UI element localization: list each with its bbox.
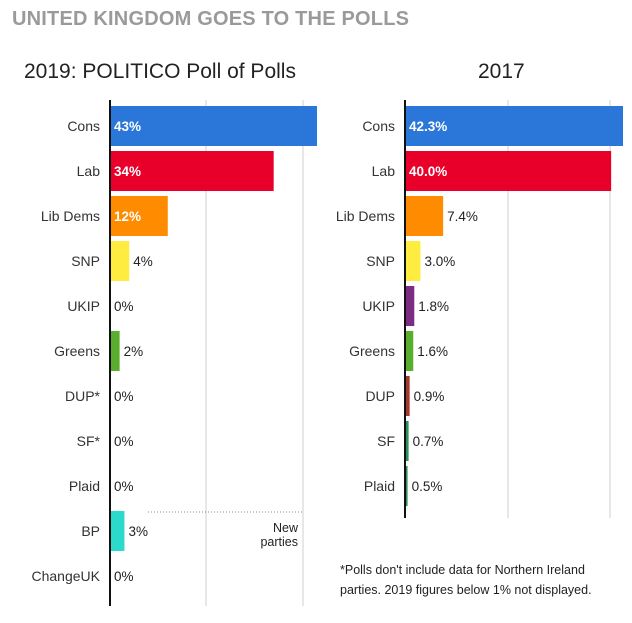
bar-2019-greens bbox=[110, 331, 120, 371]
category-label-2017-sf: SF bbox=[377, 433, 395, 449]
bar-2017-dup bbox=[405, 376, 410, 416]
value-label-2017-dup: 0.9% bbox=[414, 389, 445, 404]
category-label-2017-dup: DUP bbox=[365, 388, 395, 404]
value-label-2019-changeuk: 0% bbox=[114, 569, 134, 584]
value-label-2019-snp: 4% bbox=[133, 254, 153, 269]
bar-2019-bp bbox=[110, 511, 125, 551]
bar-2017-cons bbox=[405, 106, 623, 146]
category-label-2019-cons: Cons bbox=[67, 118, 100, 134]
category-label-2017-snp: SNP bbox=[366, 253, 395, 269]
category-label-2019-lib-dems: Lib Dems bbox=[41, 208, 100, 224]
category-label-2019-lab: Lab bbox=[77, 163, 101, 179]
category-label-2019-greens: Greens bbox=[54, 343, 100, 359]
category-label-2017-lib-dems: Lib Dems bbox=[336, 208, 395, 224]
category-label-2019-sf: SF* bbox=[77, 433, 101, 449]
value-label-2019-lab: 34% bbox=[114, 164, 141, 179]
category-label-2019-ukip: UKIP bbox=[67, 298, 100, 314]
footnote: *Polls don't include data for Northern I… bbox=[340, 563, 592, 597]
category-label-2017-plaid: Plaid bbox=[364, 478, 395, 494]
bar-2017-sf bbox=[405, 421, 409, 461]
category-label-2019-plaid: Plaid bbox=[69, 478, 100, 494]
category-label-2017-lab: Lab bbox=[372, 163, 396, 179]
category-label-2019-changeuk: ChangeUK bbox=[32, 568, 101, 584]
value-label-2019-bp: 3% bbox=[128, 524, 148, 539]
bar-2017-plaid bbox=[405, 466, 408, 506]
page-title: UNITED KINGDOM GOES TO THE POLLS bbox=[12, 8, 410, 30]
value-label-2019-lib-dems: 12% bbox=[114, 209, 141, 224]
value-label-2019-greens: 2% bbox=[124, 344, 144, 359]
category-label-2017-cons: Cons bbox=[362, 118, 395, 134]
value-label-2017-lab: 40.0% bbox=[409, 164, 447, 179]
category-label-2019-bp: BP bbox=[81, 523, 100, 539]
bar-2017-lab bbox=[405, 151, 612, 191]
bar-2017-ukip bbox=[405, 286, 415, 326]
value-label-2019-sf: 0% bbox=[114, 434, 134, 449]
bar-2019-lib-dems bbox=[110, 196, 168, 236]
value-label-2017-lib-dems: 7.4% bbox=[447, 209, 478, 224]
value-label-2017-snp: 3.0% bbox=[424, 254, 455, 269]
category-label-2019-dup: DUP* bbox=[65, 388, 101, 404]
category-label-2019-snp: SNP bbox=[71, 253, 100, 269]
value-label-2017-cons: 42.3% bbox=[409, 119, 447, 134]
value-label-2017-sf: 0.7% bbox=[413, 434, 444, 449]
value-label-2017-ukip: 1.8% bbox=[418, 299, 449, 314]
bar-2019-cons bbox=[110, 106, 317, 146]
chart-title-2019: 2019: POLITICO Poll of Polls bbox=[24, 60, 296, 83]
bar-2019-snp bbox=[110, 241, 130, 281]
bar-2019-lab bbox=[110, 151, 274, 191]
value-label-2019-cons: 43% bbox=[114, 119, 141, 134]
chart-title-2017: 2017 bbox=[478, 60, 525, 83]
category-label-2017-greens: Greens bbox=[349, 343, 395, 359]
value-label-2019-plaid: 0% bbox=[114, 479, 134, 494]
bar-2017-lib-dems bbox=[405, 196, 444, 236]
category-label-2017-ukip: UKIP bbox=[362, 298, 395, 314]
value-label-2019-ukip: 0% bbox=[114, 299, 134, 314]
bar-2017-greens bbox=[405, 331, 414, 371]
value-label-2017-plaid: 0.5% bbox=[412, 479, 443, 494]
value-label-2017-greens: 1.6% bbox=[417, 344, 448, 359]
bar-2017-snp bbox=[405, 241, 421, 281]
new-parties-annotation: New parties bbox=[260, 521, 298, 549]
value-label-2019-dup: 0% bbox=[114, 389, 134, 404]
